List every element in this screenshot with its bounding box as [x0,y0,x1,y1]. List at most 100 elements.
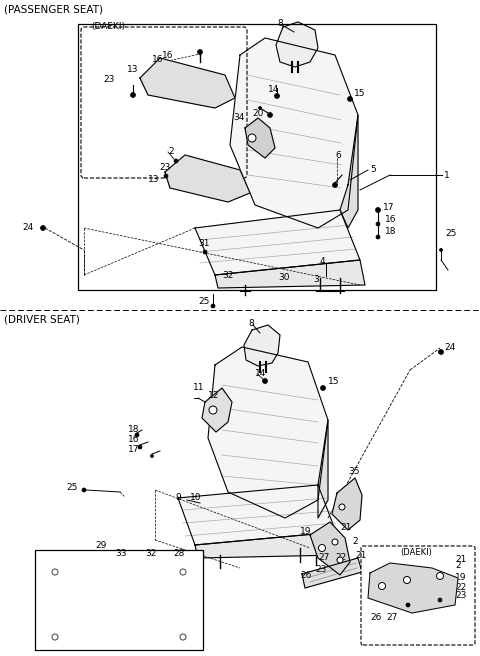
Text: 5: 5 [370,165,376,174]
Circle shape [406,603,410,607]
Polygon shape [202,388,232,432]
Circle shape [259,106,262,110]
Text: 3: 3 [313,276,319,285]
Circle shape [376,235,380,239]
Polygon shape [302,558,362,588]
Circle shape [375,207,381,213]
Text: 25: 25 [445,228,456,237]
Text: 14: 14 [255,369,266,379]
Text: 17: 17 [383,203,395,211]
Text: 20: 20 [252,110,264,119]
Circle shape [164,174,168,178]
Text: 21: 21 [340,523,351,533]
Circle shape [348,96,352,102]
Text: 25: 25 [66,483,77,491]
Circle shape [52,634,58,640]
Text: 23: 23 [159,163,170,171]
Circle shape [321,386,325,390]
Text: 34: 34 [233,112,244,121]
Text: 21: 21 [455,556,467,565]
Bar [35,550,203,650]
Text: 12: 12 [208,390,219,400]
Text: 14: 14 [268,85,279,94]
Text: 1: 1 [444,171,450,180]
Polygon shape [276,22,318,67]
Circle shape [319,544,325,552]
Circle shape [337,557,343,563]
Text: 28: 28 [173,550,184,558]
Polygon shape [332,478,362,530]
Text: 16: 16 [162,51,173,60]
Circle shape [174,159,178,163]
Circle shape [209,406,217,414]
Text: 32: 32 [145,550,156,558]
Polygon shape [208,347,328,518]
Circle shape [197,49,203,54]
Text: 16: 16 [152,54,164,64]
Text: (DRIVER SEAT): (DRIVER SEAT) [4,315,80,325]
Circle shape [439,350,444,354]
Text: 16: 16 [385,215,396,224]
Circle shape [203,250,207,254]
Text: 19: 19 [300,527,312,537]
Polygon shape [340,115,358,228]
Polygon shape [195,210,360,275]
Text: 30: 30 [278,272,289,281]
Circle shape [267,112,273,117]
Text: 2: 2 [352,537,358,546]
Circle shape [332,539,338,545]
Circle shape [440,249,443,251]
Text: 15: 15 [328,377,339,386]
Circle shape [151,455,154,457]
Circle shape [180,569,186,575]
Text: 27: 27 [318,554,329,562]
Circle shape [376,222,380,226]
Circle shape [40,226,46,230]
Text: 21: 21 [355,550,366,560]
Text: 2: 2 [455,562,461,571]
Polygon shape [318,420,328,518]
Text: 6: 6 [335,150,341,159]
Polygon shape [195,532,340,558]
Text: 9: 9 [175,493,181,501]
Text: 25: 25 [198,298,209,306]
Polygon shape [165,155,250,202]
Text: 17: 17 [128,445,140,455]
Text: 35: 35 [348,468,360,476]
Text: 2: 2 [168,148,174,157]
Circle shape [52,569,58,575]
Circle shape [339,504,345,510]
Circle shape [379,583,385,590]
Circle shape [138,445,142,449]
Circle shape [333,182,337,188]
Text: 23: 23 [315,565,326,573]
Text: 23: 23 [455,592,467,600]
Text: 27: 27 [386,613,397,621]
Text: 4: 4 [320,258,325,266]
Text: 24: 24 [444,342,455,352]
Text: 31: 31 [198,239,209,249]
Text: 8: 8 [248,319,254,327]
Text: 11: 11 [193,384,204,392]
Text: (DAEKI): (DAEKI) [400,548,432,556]
Text: 13: 13 [127,64,138,73]
Polygon shape [368,563,458,613]
Text: 13: 13 [148,176,159,184]
Polygon shape [230,38,358,228]
Polygon shape [310,522,350,575]
Text: 18: 18 [128,426,140,434]
Text: (PASSENGER SEAT): (PASSENGER SEAT) [4,5,103,15]
Circle shape [180,634,186,640]
Text: 26: 26 [300,571,312,579]
Text: 24: 24 [22,224,33,232]
Text: 19: 19 [455,573,467,583]
Text: (DAEKI): (DAEKI) [91,22,125,31]
Polygon shape [244,325,280,366]
Circle shape [211,304,215,308]
Text: 33: 33 [115,550,127,558]
Circle shape [131,92,135,98]
Bar [78,24,436,290]
Text: 26: 26 [370,613,382,621]
Text: 15: 15 [354,89,365,98]
Circle shape [438,598,442,602]
